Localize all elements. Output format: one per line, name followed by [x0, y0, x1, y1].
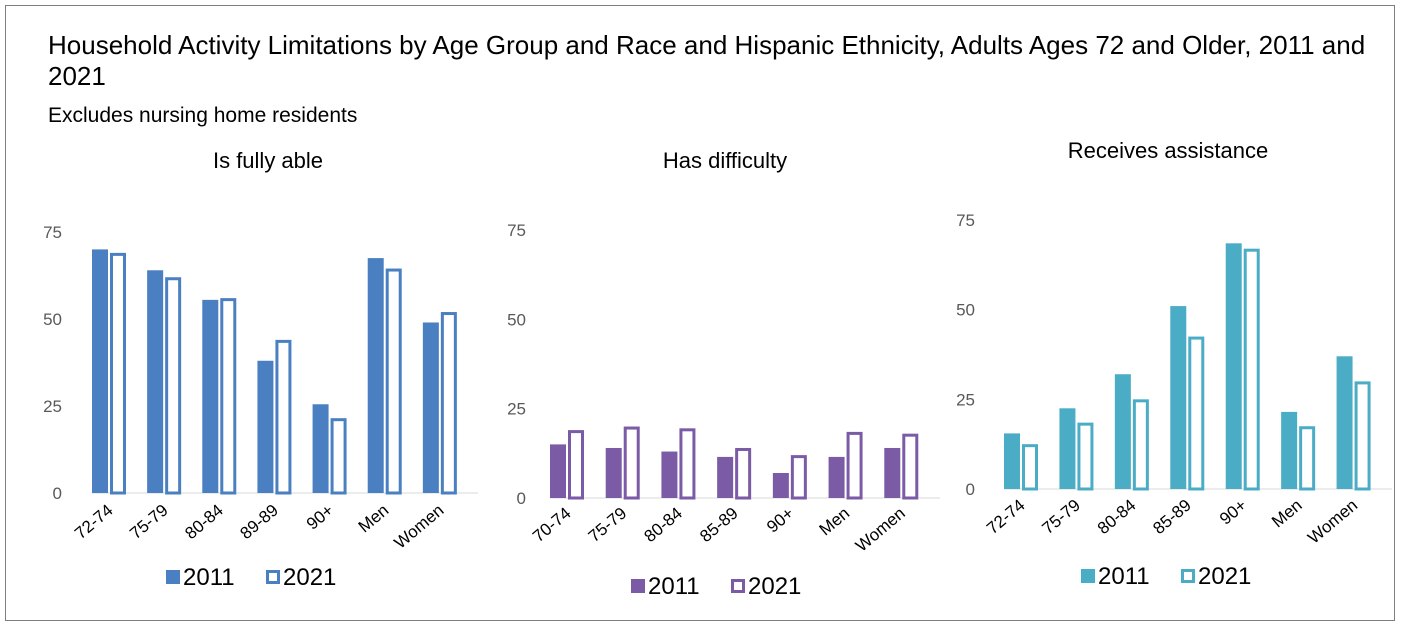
bar-2011	[422, 322, 439, 493]
bar-2011	[1004, 433, 1020, 489]
legend-label-2011: 2011	[648, 573, 700, 600]
y-tick-label: 50	[507, 310, 526, 329]
x-tick-label: 85-89	[1149, 496, 1195, 539]
bar-2021	[110, 252, 126, 495]
bar-2021	[1077, 422, 1094, 491]
chart-frame	[5, 5, 1395, 621]
x-tick-label: Men	[355, 501, 393, 537]
bar-2011	[772, 472, 789, 498]
bar-2021	[165, 277, 182, 495]
bar-2021	[1243, 248, 1260, 491]
x-tick-label: 75-79	[126, 501, 172, 544]
x-tick-label: 70-74	[529, 504, 575, 547]
bar-2021	[846, 431, 863, 500]
bar-2011	[661, 451, 678, 498]
chart-title: Is fully able	[213, 148, 323, 173]
bar-2011	[1225, 243, 1242, 489]
y-tick-label: 75	[956, 211, 975, 230]
figure-subtitle: Excludes nursing home residents	[48, 104, 358, 127]
legend-label-2011: 2011	[183, 564, 235, 591]
bar-2011	[884, 447, 901, 498]
y-tick-label: 0	[966, 480, 975, 499]
bar-2021	[1299, 426, 1316, 491]
x-tick-label: 75-79	[585, 504, 631, 547]
x-tick-label: 85-89	[696, 504, 742, 547]
y-tick-label: 25	[956, 390, 975, 409]
legend-label-2011: 2011	[1098, 563, 1150, 590]
legend-swatch-2011	[1081, 569, 1095, 583]
x-tick-label: Women	[852, 504, 909, 556]
bar-2011	[92, 249, 108, 493]
x-tick-label: 80-84	[640, 504, 686, 547]
legend-swatch-2021	[1181, 569, 1195, 583]
x-tick-label: 80-84	[181, 501, 227, 544]
x-tick-label: 80-84	[1094, 496, 1140, 539]
legend-label-2021: 2021	[748, 573, 801, 600]
bar-2021	[735, 447, 752, 500]
bar-2021	[623, 426, 640, 500]
figure-title: Household Activity Limitations by Age Gr…	[48, 30, 1366, 91]
x-tick-label: Women	[1304, 496, 1361, 548]
y-tick-label: 75	[43, 223, 62, 242]
x-tick-label: Men	[816, 504, 854, 540]
panel-receives-assistance: Receives assistance 0 25 50 75 72-74 75-79 80-8…	[956, 138, 1392, 590]
legend-swatch-2021	[731, 579, 745, 593]
x-tick-label: 72-74	[983, 496, 1029, 539]
legend-label-2021: 2021	[1198, 563, 1251, 590]
legend-swatch-2021	[266, 570, 280, 584]
bar-2011	[1059, 408, 1076, 489]
y-tick-label: 25	[43, 397, 62, 416]
bar-2011	[1281, 411, 1298, 489]
bar-2011	[1114, 374, 1131, 489]
bar-2011	[147, 270, 164, 493]
bar-2011	[312, 404, 329, 493]
bar-2011	[717, 456, 734, 498]
legend-swatch-2011	[631, 579, 645, 593]
bar-2021	[440, 312, 457, 495]
bar-2021	[220, 298, 237, 495]
chart-title: Has difficulty	[663, 148, 787, 173]
bar-2011	[828, 456, 845, 498]
bar-2011	[1336, 356, 1353, 489]
y-tick-label: 0	[517, 489, 526, 508]
bar-2021	[1022, 444, 1038, 491]
bar-2011	[605, 447, 622, 498]
bar-2021	[330, 418, 347, 495]
bar-2021	[679, 428, 696, 500]
bar-2021	[1132, 399, 1149, 491]
panel-has-difficulty: Has difficulty 0 25 50 75 70-74 75-79 80-84 85-8…	[507, 148, 940, 600]
y-tick-label: 75	[507, 221, 526, 240]
legend-swatch-2011	[166, 570, 180, 584]
x-tick-label: 90+	[303, 500, 337, 533]
x-tick-label: 90+	[763, 503, 797, 536]
bar-2011	[367, 258, 384, 493]
x-tick-label: 75-79	[1038, 496, 1084, 539]
chart-title: Receives assistance	[1068, 138, 1269, 163]
x-tick-label: 72-74	[71, 501, 117, 544]
y-tick-label: 50	[43, 310, 62, 329]
x-tick-label: Women	[391, 501, 448, 553]
bar-2011	[202, 299, 219, 493]
legend-label-2021: 2021	[283, 564, 336, 591]
bar-2021	[1188, 336, 1205, 491]
bar-2021	[1354, 381, 1371, 491]
y-tick-label: 25	[507, 400, 526, 419]
bar-2011	[257, 360, 274, 493]
bar-2021	[568, 430, 584, 500]
panel-fully-able: Is fully able 0 25 50 75 72-74 75-79 80-84 89-89…	[43, 148, 478, 591]
x-tick-label: 89-89	[236, 501, 282, 544]
bar-2021	[902, 433, 919, 500]
bar-2011	[550, 444, 566, 498]
bar-2021	[385, 268, 402, 495]
bar-2021	[275, 339, 292, 495]
y-tick-label: 50	[956, 301, 975, 320]
bar-2011	[1170, 306, 1187, 489]
x-tick-label: 90+	[1216, 495, 1250, 528]
bar-2021	[790, 455, 807, 500]
x-tick-label: Men	[1268, 496, 1306, 532]
y-tick-label: 0	[53, 484, 62, 503]
